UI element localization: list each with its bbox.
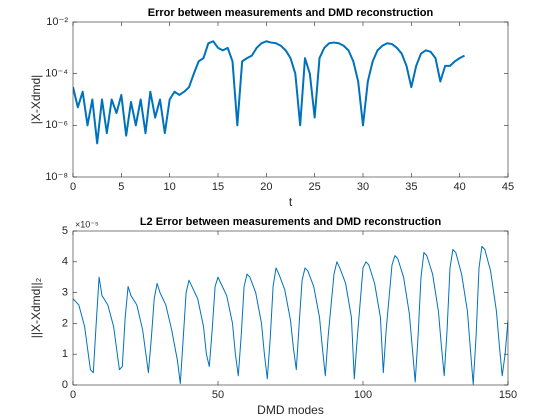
data-line xyxy=(73,40,465,145)
x-tick-label: 35 xyxy=(405,181,417,193)
y-tick-label: 1 xyxy=(62,348,68,360)
chart-title: L2 Error between measurements and DMD re… xyxy=(140,216,442,228)
x-tick-label: 100 xyxy=(354,389,372,401)
x-tick-label: 0 xyxy=(70,389,76,401)
y-tick-label: 3 xyxy=(62,287,68,299)
x-tick-label: 30 xyxy=(357,181,369,193)
y-tick-label: 10⁻⁴ xyxy=(45,68,68,80)
y-tick-label: 4 xyxy=(62,256,68,268)
y-axis-label: |X-Xdmd| xyxy=(29,75,43,125)
x-tick-label: 45 xyxy=(502,181,514,193)
axes-background xyxy=(73,22,508,177)
y-exponent-label: ×10⁻⁵ xyxy=(75,219,99,229)
data-line xyxy=(73,245,508,385)
x-tick-label: 0 xyxy=(70,181,76,193)
x-tick-label: 40 xyxy=(454,181,466,193)
axes-box xyxy=(72,230,509,386)
x-tick-label: 10 xyxy=(164,181,176,193)
y-tick-label: 0 xyxy=(62,379,68,391)
x-axis-label: t xyxy=(289,195,293,209)
x-tick-label: 150 xyxy=(499,389,517,401)
y-tick-label: 10⁻² xyxy=(46,16,68,28)
axes-background xyxy=(73,231,508,385)
axes-box xyxy=(72,21,509,178)
y-tick-label: 2 xyxy=(62,317,68,329)
y-tick-label: 10⁻⁸ xyxy=(45,171,68,183)
y-tick-label: 5 xyxy=(62,225,68,237)
x-tick-label: 15 xyxy=(212,181,224,193)
x-tick-label: 20 xyxy=(260,181,272,193)
y-tick-label: 10⁻⁶ xyxy=(45,119,68,131)
x-tick-label: 50 xyxy=(212,389,224,401)
x-tick-label: 25 xyxy=(309,181,321,193)
x-axis-label: DMD modes xyxy=(257,403,324,417)
chart-title: Error between measurements and DMD recon… xyxy=(148,7,434,19)
y-axis-label: ||X-Xdmd||₂ xyxy=(29,277,43,338)
x-tick-label: 5 xyxy=(118,181,124,193)
